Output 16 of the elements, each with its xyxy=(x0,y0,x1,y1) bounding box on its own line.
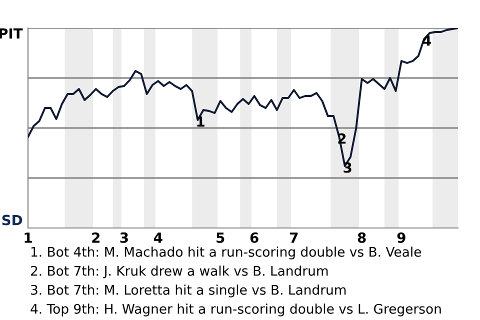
x-tick-label: 3 xyxy=(120,232,128,243)
text: 4. Top 9th: H. Wagner hit a run-scoring double vs L. Gregerson xyxy=(30,304,441,316)
x-tick-label: 4 xyxy=(154,232,162,243)
x-tick-label: 7 xyxy=(290,232,298,243)
annotation: 3 xyxy=(344,162,352,173)
text: 1. Bot 4th: M. Machado hit a run-scoring double vs B. Veale xyxy=(31,246,422,260)
x-tick-label: 9 xyxy=(397,232,406,243)
x-tick-label: 5 xyxy=(216,232,224,243)
text: 2. Bot 7th: J. Kruk drew a walk vs B. Landrum xyxy=(30,266,328,278)
x-tick-label: 1 xyxy=(24,232,32,243)
x-tick-label: 6 xyxy=(250,232,258,243)
annotation: 1 xyxy=(197,116,204,127)
x-tick-label: 8 xyxy=(358,232,366,243)
x-tick-label: 2 xyxy=(92,232,100,243)
text: SD xyxy=(2,214,22,226)
text: 3. Bot 7th: M. Loretta hit a single vs B. Landrum xyxy=(31,284,346,298)
